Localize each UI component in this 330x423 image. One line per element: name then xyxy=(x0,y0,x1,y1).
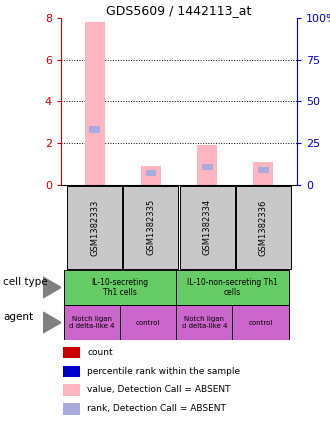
Polygon shape xyxy=(43,277,61,298)
Text: percentile rank within the sample: percentile rank within the sample xyxy=(87,367,240,376)
Text: IL-10-non-secreting Th1
cells: IL-10-non-secreting Th1 cells xyxy=(187,278,278,297)
Bar xyxy=(63,384,80,396)
Bar xyxy=(67,186,122,269)
Bar xyxy=(176,270,288,305)
Bar xyxy=(236,186,291,269)
Bar xyxy=(253,162,273,185)
Text: GSM1382334: GSM1382334 xyxy=(203,199,212,255)
Text: agent: agent xyxy=(3,312,33,322)
Text: rank, Detection Call = ABSENT: rank, Detection Call = ABSENT xyxy=(87,404,226,413)
Text: Notch ligan
d delta-like 4: Notch ligan d delta-like 4 xyxy=(69,316,115,329)
Bar xyxy=(63,366,80,377)
Text: control: control xyxy=(248,319,273,326)
Text: value, Detection Call = ABSENT: value, Detection Call = ABSENT xyxy=(87,385,230,394)
Bar xyxy=(64,270,176,305)
Bar xyxy=(232,305,288,340)
Text: cell type: cell type xyxy=(3,277,48,287)
Text: control: control xyxy=(136,319,160,326)
Text: count: count xyxy=(87,348,113,357)
Bar xyxy=(89,126,100,133)
Bar xyxy=(197,145,217,185)
Bar xyxy=(123,186,179,269)
Bar xyxy=(63,347,80,358)
Bar xyxy=(146,170,156,176)
Text: GSM1382333: GSM1382333 xyxy=(90,199,99,255)
Text: IL-10-secreting
Th1 cells: IL-10-secreting Th1 cells xyxy=(91,278,148,297)
Text: Notch ligan
d delta-like 4: Notch ligan d delta-like 4 xyxy=(182,316,227,329)
Bar xyxy=(120,305,176,340)
Bar xyxy=(202,164,213,170)
Bar xyxy=(63,403,80,415)
Title: GDS5609 / 1442113_at: GDS5609 / 1442113_at xyxy=(106,4,252,16)
Bar xyxy=(64,305,120,340)
Bar xyxy=(180,186,235,269)
Bar xyxy=(176,305,232,340)
Text: GSM1382336: GSM1382336 xyxy=(259,199,268,255)
Bar xyxy=(258,167,269,173)
Bar xyxy=(85,22,105,185)
Polygon shape xyxy=(43,312,61,333)
Text: GSM1382335: GSM1382335 xyxy=(147,199,155,255)
Bar xyxy=(141,166,161,185)
